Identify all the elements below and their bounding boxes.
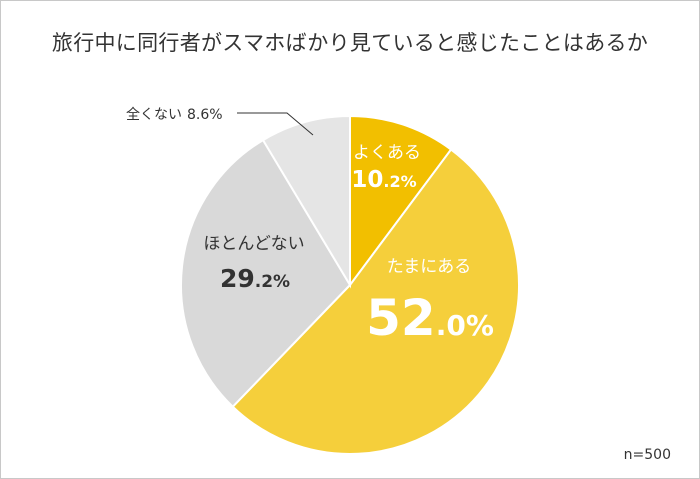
pie-slice-tamaniaru [231,148,520,456]
slice-label-yokuaru: よくある [353,143,421,163]
slice-label-hotondonai: ほとんどない [203,234,304,254]
slice-label-tamaniaru: たまにある [387,257,472,277]
pie-slice-hotondonai [180,138,352,409]
leader-line [237,112,314,136]
pie-slices [180,114,520,456]
pie-slice-mattakunai [261,114,351,289]
sample-size-note: n=500 [623,447,671,463]
slice-value-yokuaru: 10.2% [351,167,416,193]
slice-label-mattakunai: 全くない 8.6% [126,106,223,123]
slice-value-tamaniaru: 52.0% [366,289,494,347]
slice-value-hotondonai: 29.2% [220,264,290,293]
pie-slice-yokuaru [349,114,453,289]
chart-title: 旅行中に同行者がスマホばかり見ていると感じたことはあるか [51,31,649,55]
